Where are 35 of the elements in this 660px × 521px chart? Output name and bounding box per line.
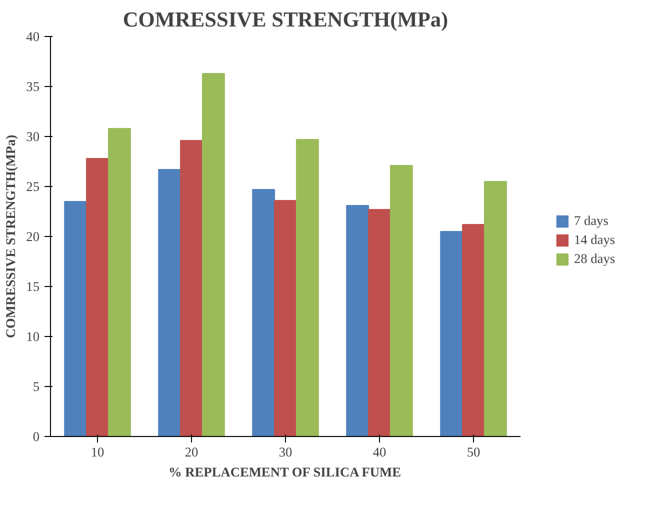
bar — [368, 209, 391, 436]
bar — [252, 189, 276, 436]
bar — [296, 139, 319, 436]
x-tick-label: 40 — [372, 444, 386, 460]
bar — [202, 73, 225, 436]
bar — [86, 158, 109, 436]
bar — [108, 128, 131, 436]
y-tick-label: 10 — [26, 329, 40, 344]
x-tick-label: 10 — [90, 444, 104, 460]
bar — [274, 200, 297, 436]
x-tick-label: 30 — [278, 444, 292, 460]
bar — [484, 181, 507, 436]
y-tick-label: 5 — [32, 379, 40, 394]
bar — [180, 140, 203, 436]
x-axis-title: % REPLACEMENT OF SILICA FUME — [168, 464, 402, 480]
y-tick-label: 20 — [26, 229, 40, 244]
y-tick-label: 40 — [26, 29, 40, 44]
bar — [346, 205, 370, 436]
y-axis-title: COMRESSIVE STRENGTH(MPa) — [3, 134, 18, 338]
bar — [462, 224, 485, 436]
bar — [64, 201, 88, 436]
bar — [440, 231, 464, 436]
chart-title: COMRESSIVE STRENGTH(MPa) — [122, 8, 448, 32]
y-tick-label: 0 — [32, 429, 40, 444]
bar — [158, 169, 182, 436]
legend-label: 7 days — [574, 213, 608, 229]
y-tick-label: 30 — [26, 129, 40, 144]
legend-label: 28 days — [574, 251, 616, 267]
x-tick-label: 20 — [184, 444, 198, 460]
y-tick-label: 25 — [26, 179, 40, 194]
bar — [390, 165, 413, 436]
x-tick-label: 50 — [466, 444, 480, 460]
y-tick-label: 15 — [26, 279, 40, 294]
legend-label: 14 days — [574, 232, 616, 248]
y-tick-label: 35 — [26, 79, 40, 94]
